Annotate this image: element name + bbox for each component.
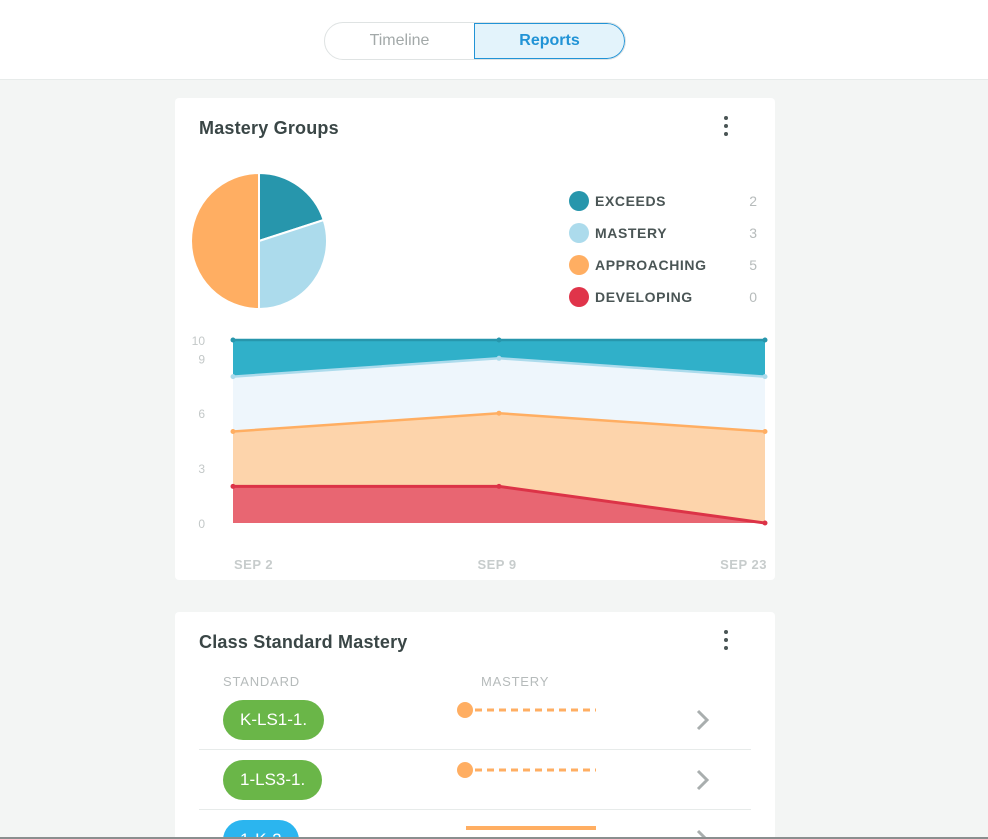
legend-item-mastery: MASTERY 3 — [569, 217, 759, 249]
legend-item-approaching: APPROACHING 5 — [569, 249, 759, 281]
y-tick-label: 0 — [198, 517, 205, 531]
tab-reports[interactable]: Reports — [474, 23, 625, 59]
legend-label: DEVELOPING — [595, 289, 693, 305]
y-tick-label: 3 — [198, 462, 205, 476]
mastery-progress — [466, 826, 596, 830]
mastery-pie-chart — [190, 171, 328, 311]
area-band-2 — [233, 413, 765, 523]
more-options-icon[interactable] — [716, 112, 736, 140]
view-switcher: Timeline Reports — [324, 22, 626, 60]
data-point — [762, 429, 768, 434]
data-point — [230, 483, 236, 489]
chevron-right-icon[interactable] — [693, 707, 713, 733]
data-point — [762, 337, 768, 343]
more-options-icon[interactable] — [716, 626, 736, 654]
area-band-3 — [233, 486, 765, 523]
y-tick-label: 6 — [198, 407, 205, 421]
legend-item-developing: DEVELOPING 0 — [569, 281, 759, 313]
column-header-standard: STANDARD — [223, 674, 300, 689]
progress-marker — [457, 762, 473, 778]
legend-count: 5 — [749, 257, 757, 273]
legend-label: APPROACHING — [595, 257, 707, 273]
area-band-0 — [233, 340, 765, 377]
data-point — [230, 337, 236, 343]
chevron-right-icon[interactable] — [693, 767, 713, 793]
card-title: Mastery Groups — [199, 118, 339, 138]
top-bar: Timeline Reports — [0, 0, 988, 80]
x-tick-label: SEP 23 — [720, 557, 767, 572]
card-title: Class Standard Mastery — [199, 632, 408, 652]
data-point — [496, 337, 502, 343]
data-point — [230, 374, 236, 380]
data-point — [496, 355, 502, 361]
mastery-legend: EXCEEDS 2 MASTERY 3 APPROACHING 5 DEVELO… — [569, 185, 759, 313]
area-band-1 — [233, 358, 765, 432]
tab-timeline[interactable]: Timeline — [369, 32, 430, 49]
legend-swatch — [569, 287, 589, 307]
legend-swatch — [569, 191, 589, 211]
data-point — [496, 483, 502, 489]
data-point — [496, 410, 502, 416]
pie-slice-exceeds — [258, 171, 325, 243]
mastery-progress — [457, 702, 596, 718]
legend-count: 0 — [749, 289, 757, 305]
legend-label: EXCEEDS — [595, 193, 667, 209]
column-header-mastery: MASTERY — [481, 674, 550, 689]
window-bottom-edge — [0, 837, 988, 839]
data-point — [762, 520, 768, 526]
standard-pill[interactable]: 1-LS3-1. — [223, 760, 323, 800]
y-tick-label: 10 — [192, 334, 206, 348]
x-tick-label: SEP 9 — [477, 557, 516, 572]
pie-slice-mastery — [258, 218, 328, 311]
data-point — [230, 429, 236, 434]
pie-slice-approaching — [190, 171, 260, 311]
y-tick-label: 9 — [198, 352, 205, 366]
legend-label: MASTERY — [595, 225, 668, 241]
legend-swatch — [569, 223, 589, 243]
legend-count: 3 — [749, 225, 757, 241]
chevron-right-icon[interactable] — [693, 827, 713, 839]
table-row[interactable]: 1-LS3-1. — [199, 750, 751, 810]
class-standard-mastery-card: Class Standard Mastery STANDARD MASTERY … — [175, 612, 775, 839]
table-row[interactable]: K-LS1-1. — [199, 690, 751, 750]
table-row[interactable]: 1-K-2 — [199, 810, 751, 839]
mastery-progress — [457, 762, 596, 778]
legend-count: 2 — [749, 193, 757, 209]
progress-marker — [457, 702, 473, 718]
mastery-area-chart: 0 3 6 9 10 SEP 2 SEP 9 SEP 23 — [192, 334, 768, 572]
x-tick-label: SEP 2 — [234, 557, 273, 572]
legend-item-exceeds: EXCEEDS 2 — [569, 185, 759, 217]
legend-swatch — [569, 255, 589, 275]
data-point — [762, 374, 768, 380]
mastery-groups-card: Mastery Groups EXCEEDS 2 MASTERY 3 APPRO… — [175, 98, 775, 580]
standard-pill[interactable]: K-LS1-1. — [223, 700, 325, 740]
standard-pill[interactable]: 1-K-2 — [223, 820, 299, 839]
